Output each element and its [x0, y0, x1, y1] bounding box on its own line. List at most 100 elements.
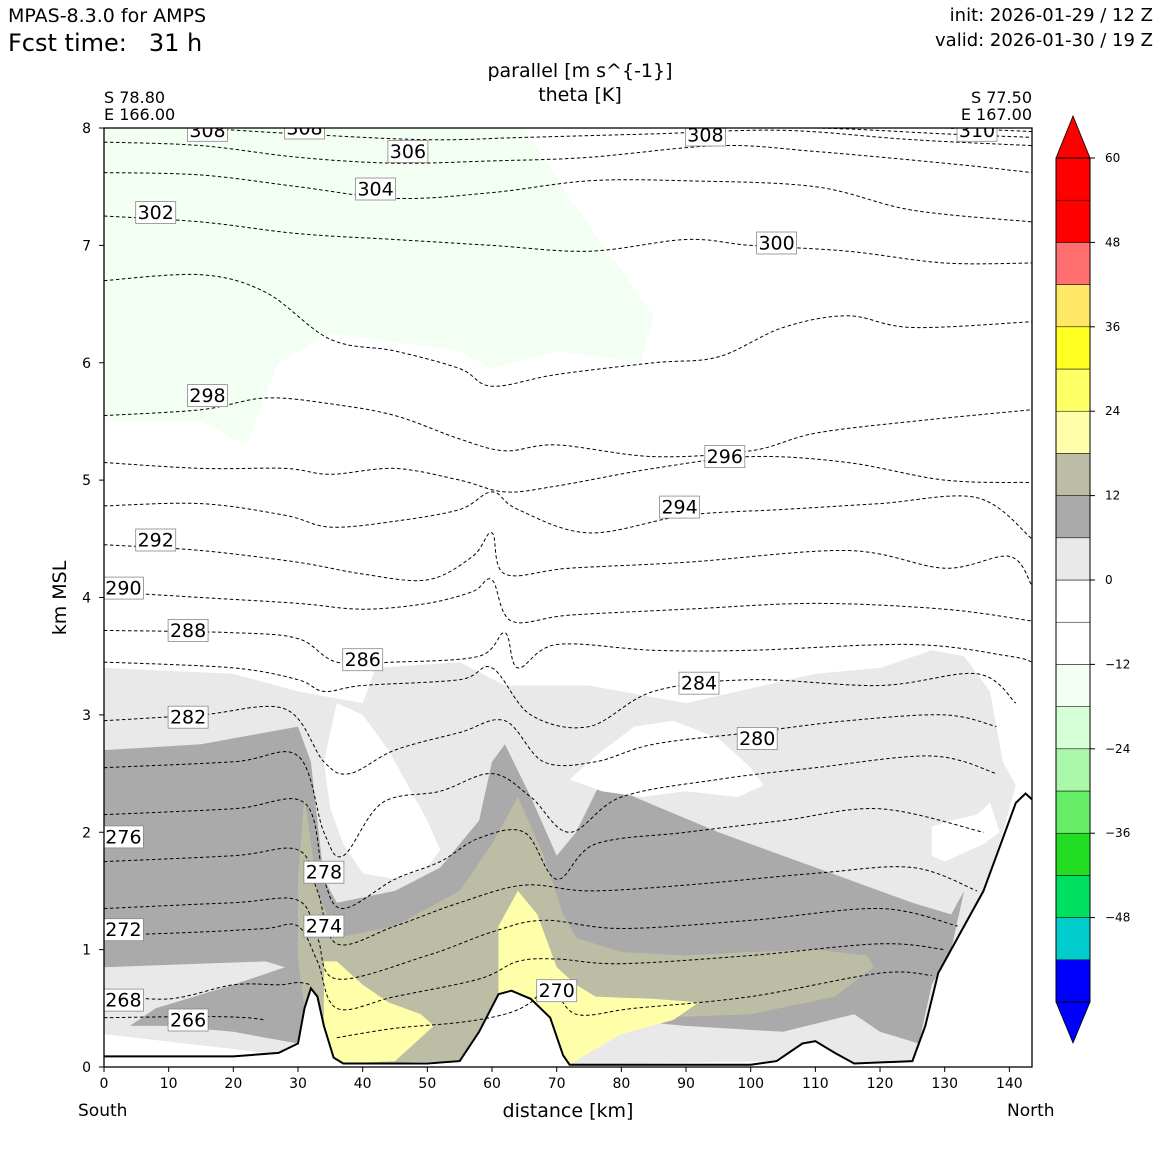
svg-text:286: 286 — [345, 649, 381, 671]
south-direction-label: South — [78, 1101, 128, 1121]
svg-text:308: 308 — [286, 118, 322, 140]
colorbar-band — [1055, 242, 1091, 285]
colorbar-tick-label: −12 — [1105, 657, 1130, 671]
contour-label-280: 280 — [736, 727, 778, 750]
terrain-line — [104, 792, 1032, 1066]
contour-label-296: 296 — [704, 445, 746, 468]
x-tick-label: 40 — [354, 1076, 372, 1092]
svg-text:302: 302 — [138, 202, 174, 224]
contour-label-278: 278 — [303, 860, 345, 884]
y-tick-label: 3 — [82, 708, 91, 724]
forecast-time-label: Fcst time: — [8, 29, 127, 57]
colorbar-band — [1055, 621, 1091, 665]
isentrope-282 — [104, 705, 997, 775]
isentrope-296 — [104, 397, 1032, 458]
isentrope-274 — [104, 897, 958, 980]
end-point-coordinates: S 77.50 E 167.00 — [961, 89, 1032, 123]
north-direction-label: North — [1007, 1101, 1055, 1121]
contour-label-286: 286 — [342, 648, 384, 671]
svg-text:308: 308 — [189, 120, 225, 142]
forecast-time: Fcst time: 31 h — [8, 29, 202, 57]
y-tick-label: 1 — [82, 943, 91, 959]
contour-label-284: 284 — [678, 671, 720, 695]
contour-label-302: 302 — [135, 201, 177, 224]
shading-white-pocket-3 — [931, 802, 1000, 862]
colorbar-band — [1055, 790, 1091, 834]
shading-upper-green — [104, 128, 654, 445]
terrain-outline — [104, 792, 1032, 1066]
contour-label-290: 290 — [104, 576, 144, 600]
y-tick-label: 4 — [82, 591, 91, 607]
terrain-mask — [104, 793, 1032, 1067]
y-tick-label: 7 — [82, 238, 91, 254]
y-axis-ticks: 0 1 2 3 4 5 6 7 8 — [82, 121, 104, 1076]
svg-text:270: 270 — [539, 980, 575, 1002]
isentrope-300 — [104, 215, 1032, 265]
svg-text:308: 308 — [687, 125, 723, 147]
x-axis-label: distance [km] — [502, 1100, 634, 1122]
isentrope-266 — [104, 1015, 266, 1021]
colorbar-tick-label: −48 — [1105, 911, 1130, 925]
colorbar-band — [1055, 199, 1091, 243]
x-tick-label: 110 — [802, 1076, 829, 1092]
chart-subtitle: theta [K] — [538, 84, 622, 106]
colorbar-band — [1055, 537, 1091, 581]
svg-text:290: 290 — [105, 578, 141, 600]
contour-label-300: 300 — [756, 231, 797, 255]
colorbar-tick-label: 24 — [1105, 404, 1120, 418]
colorbar-tick-label: −36 — [1105, 826, 1130, 840]
y-tick-label: 8 — [82, 121, 91, 137]
colorbar-band — [1055, 579, 1091, 623]
svg-text:278: 278 — [306, 862, 342, 884]
y-tick-label: 5 — [82, 473, 91, 489]
x-tick-label: 10 — [160, 1076, 178, 1092]
x-tick-label: 130 — [931, 1076, 958, 1092]
contour-label-282: 282 — [167, 705, 209, 729]
colorbar-band — [1055, 875, 1091, 918]
svg-text:272: 272 — [105, 919, 141, 941]
colorbar-band — [1055, 917, 1091, 961]
contour-label-304: 304 — [355, 177, 397, 201]
x-tick-label: 100 — [737, 1076, 764, 1092]
colorbar-band — [1055, 326, 1091, 370]
x-tick-label: 70 — [548, 1076, 566, 1092]
contour-label-310: 310 — [956, 120, 998, 142]
colorbar-tick-label: 36 — [1105, 320, 1120, 334]
colorbar-band — [1055, 410, 1091, 454]
isentrope-288 — [104, 578, 1032, 624]
contour-label-268: 268 — [104, 988, 144, 1012]
x-tick-label: 50 — [418, 1076, 436, 1092]
svg-text:306: 306 — [390, 141, 426, 163]
y-tick-label: 0 — [82, 1060, 91, 1076]
x-tick-label: 80 — [612, 1076, 630, 1092]
contour-label-306: 306 — [387, 140, 429, 163]
isentrope-276 — [104, 847, 978, 946]
colorbar-extend-bottom — [1055, 1001, 1091, 1045]
y-tick-label: 6 — [82, 356, 91, 372]
start-latitude: S 78.80 — [104, 88, 166, 107]
start-longitude: E 166.00 — [104, 105, 176, 124]
wind-shading-layer — [104, 128, 1016, 1065]
isentrope-292 — [104, 491, 1032, 540]
svg-text:310: 310 — [959, 120, 995, 142]
y-tick-label: 2 — [82, 825, 91, 841]
colorbar: 60 48 36 24 12 0 −12 −24 −36 −48 — [1055, 114, 1130, 1045]
isentrope-280 — [104, 751, 997, 858]
contour-label-272: 272 — [104, 918, 144, 941]
colorbar-tick-label: 60 — [1105, 151, 1120, 165]
end-longitude: E 167.00 — [960, 105, 1032, 124]
colorbar-band — [1055, 157, 1091, 201]
contour-label-308: 308 — [284, 118, 325, 140]
colorbar-tick-label: 12 — [1105, 489, 1120, 503]
contour-label-298: 298 — [187, 384, 228, 407]
x-tick-label: 120 — [867, 1076, 894, 1092]
isentrope-268 — [104, 981, 312, 1000]
valid-time: valid: 2026-01-30 / 19 Z — [935, 30, 1153, 51]
svg-text:266: 266 — [170, 1010, 206, 1032]
contour-label-308: 308 — [187, 120, 228, 142]
shading-yellow-1 — [323, 961, 434, 1064]
isentrope-294 — [104, 455, 1032, 493]
colorbar-band — [1055, 959, 1091, 1003]
svg-text:288: 288 — [170, 620, 206, 642]
